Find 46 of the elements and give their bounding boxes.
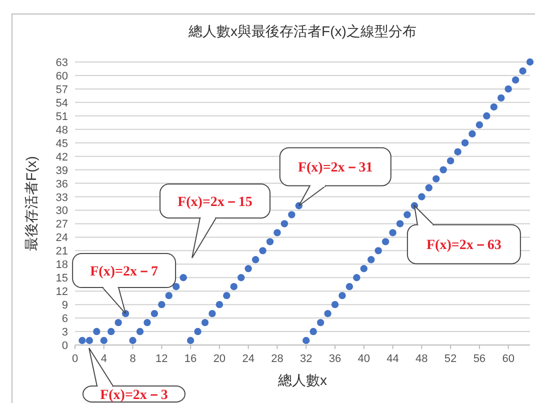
y-tick-label: 60 bbox=[56, 70, 68, 82]
x-tick-label: 28 bbox=[271, 353, 284, 365]
x-tick-label: 12 bbox=[156, 353, 168, 365]
x-tick-label: 24 bbox=[242, 353, 254, 365]
x-tick-label: 48 bbox=[416, 353, 428, 365]
x-tick-label: 40 bbox=[358, 353, 370, 365]
annotation: F(x)=2x－7 bbox=[90, 264, 158, 280]
y-tick-label: 3 bbox=[62, 326, 68, 339]
x-tick-label: 16 bbox=[184, 353, 197, 365]
x-tick-label: 60 bbox=[502, 353, 514, 365]
x-tick-label: 20 bbox=[213, 353, 226, 365]
x-tick-label: 44 bbox=[386, 353, 399, 365]
annotation: F(x)=2x－63 bbox=[426, 238, 502, 254]
y-tick-label: 57 bbox=[56, 84, 68, 96]
x-tick-label: 32 bbox=[300, 353, 312, 365]
text: F(x)=2x－3 bbox=[100, 388, 168, 403]
y-tick-label: 63 bbox=[56, 57, 68, 69]
y-tick-label: 39 bbox=[56, 164, 68, 177]
y-tick-label: 24 bbox=[56, 232, 68, 244]
x-axis-title: 總人數x bbox=[277, 372, 327, 388]
y-axis-title: 最後存活者F(x) bbox=[23, 156, 39, 251]
y-tick-label: 54 bbox=[56, 97, 68, 110]
y-tick-label: 48 bbox=[56, 124, 68, 136]
y-tick-label: 0 bbox=[62, 340, 68, 352]
x-tick-label: 8 bbox=[130, 353, 136, 365]
y-tick-label: 45 bbox=[56, 138, 68, 150]
x-tick-label: 0 bbox=[72, 353, 78, 365]
x-tick-label: 4 bbox=[100, 353, 107, 365]
y-tick-label: 51 bbox=[56, 110, 68, 123]
y-tick-label: 9 bbox=[62, 300, 68, 312]
y-tick-label: 18 bbox=[56, 259, 68, 272]
y-tick-label: 15 bbox=[56, 272, 68, 285]
y-tick-label: 42 bbox=[56, 151, 68, 164]
y-tick-label: 21 bbox=[56, 246, 68, 258]
y-tick-label: 36 bbox=[56, 178, 68, 190]
annotation: F(x)=2x－31 bbox=[298, 160, 373, 176]
x-tick-label: 36 bbox=[328, 353, 342, 365]
chart-title: 總人數x與最後存活者F(x)之線型分布 bbox=[188, 23, 416, 39]
annotation: F(x)=2x－15 bbox=[178, 195, 252, 210]
y-tick-label: 27 bbox=[56, 218, 68, 231]
y-tick-label: 30 bbox=[56, 205, 68, 218]
y-tick-label: 12 bbox=[56, 286, 68, 298]
y-tick-label: 6 bbox=[62, 313, 68, 326]
y-tick-label: 33 bbox=[56, 192, 68, 204]
x-tick-label: 52 bbox=[444, 353, 457, 365]
x-tick-label: 56 bbox=[473, 353, 486, 365]
